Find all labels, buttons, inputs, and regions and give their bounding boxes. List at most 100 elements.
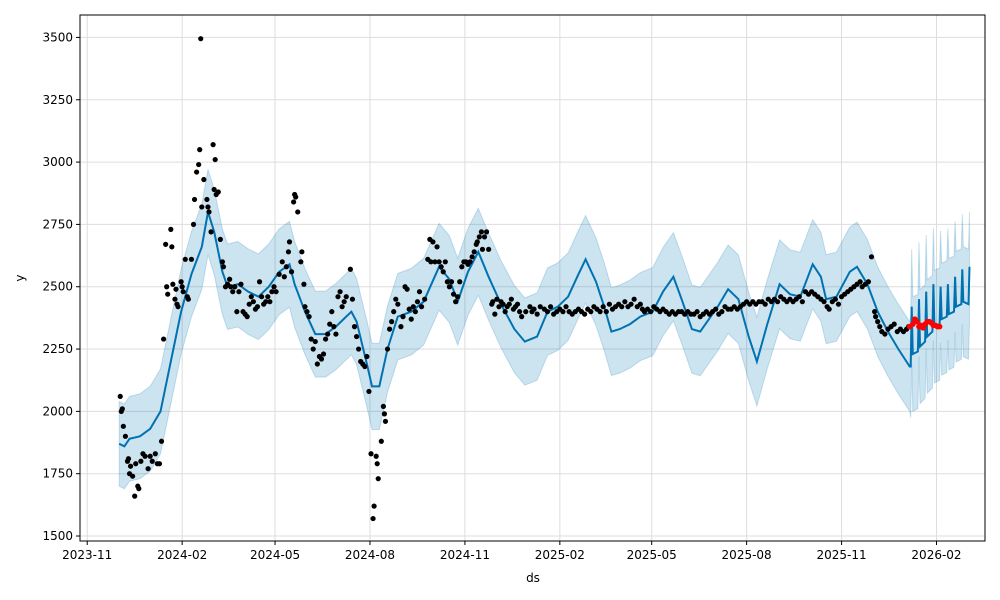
actual-point bbox=[400, 314, 406, 320]
actual-point bbox=[197, 147, 203, 153]
actual-point bbox=[603, 309, 609, 315]
actual-point bbox=[291, 199, 297, 205]
actual-point bbox=[199, 204, 205, 210]
actual-point bbox=[351, 324, 358, 330]
y-axis: 1500 1750 2000 2250 2500 2750 3000 3250 3500 bbox=[42, 30, 80, 543]
actual-point bbox=[382, 418, 389, 424]
actual-point bbox=[527, 304, 533, 310]
actual-point bbox=[434, 244, 440, 250]
actual-point bbox=[208, 229, 214, 235]
actual-point bbox=[145, 466, 151, 472]
actual-point bbox=[269, 289, 275, 295]
x-tick-label: 2025-05 bbox=[627, 548, 677, 562]
actual-point bbox=[832, 296, 838, 302]
actual-point bbox=[271, 284, 277, 290]
actual-point bbox=[306, 314, 312, 320]
actual-point bbox=[826, 306, 832, 312]
actual-point bbox=[871, 309, 878, 315]
x-tick-label: 2025-02 bbox=[535, 548, 585, 562]
actual-point bbox=[298, 259, 304, 265]
actual-point bbox=[238, 281, 244, 287]
actual-point bbox=[120, 423, 126, 429]
actual-point bbox=[436, 259, 442, 265]
actual-point bbox=[127, 463, 134, 469]
actual-point bbox=[256, 279, 263, 285]
actual-point bbox=[479, 246, 486, 252]
actual-point bbox=[205, 204, 211, 210]
actual-point bbox=[188, 256, 195, 262]
actual-point bbox=[281, 274, 287, 280]
actual-point bbox=[469, 254, 475, 260]
actual-point bbox=[799, 299, 805, 305]
actual-point bbox=[398, 324, 404, 330]
actual-point bbox=[370, 515, 376, 522]
actual-point bbox=[191, 196, 198, 203]
actual-point bbox=[628, 301, 634, 307]
actual-point bbox=[371, 503, 377, 509]
actual-point bbox=[544, 309, 551, 315]
actual-point bbox=[374, 461, 380, 467]
actual-point bbox=[534, 311, 540, 317]
actual-point bbox=[228, 284, 234, 290]
actual-point bbox=[212, 156, 218, 163]
actual-point bbox=[531, 306, 537, 312]
x-tick-label: 2024-05 bbox=[250, 548, 300, 562]
actual-point bbox=[506, 301, 512, 307]
actual-point bbox=[341, 299, 347, 305]
actual-point bbox=[619, 304, 625, 310]
actual-point bbox=[414, 299, 421, 305]
actual-point bbox=[455, 294, 461, 300]
actual-point bbox=[537, 304, 543, 310]
actual-point bbox=[160, 336, 167, 342]
actual-point bbox=[232, 284, 238, 290]
actual-point bbox=[380, 403, 386, 409]
actual-point bbox=[331, 324, 337, 330]
actual-point bbox=[393, 296, 399, 302]
actual-point bbox=[865, 279, 871, 285]
actual-point bbox=[582, 311, 588, 317]
actual-point bbox=[142, 453, 148, 459]
actual-point bbox=[502, 309, 508, 315]
actual-point bbox=[395, 301, 401, 307]
actual-point bbox=[796, 294, 802, 300]
x-tick-label: 2024-02 bbox=[157, 548, 207, 562]
actual-point bbox=[523, 309, 529, 315]
test-point bbox=[936, 323, 943, 330]
actual-point bbox=[308, 336, 314, 342]
actual-point bbox=[418, 304, 425, 310]
actual-point bbox=[517, 309, 523, 315]
actual-point bbox=[156, 461, 163, 467]
actual-point bbox=[158, 438, 165, 444]
actual-point bbox=[762, 301, 768, 307]
actual-point bbox=[322, 336, 329, 342]
actual-point bbox=[442, 259, 448, 265]
actual-point bbox=[173, 286, 179, 292]
actual-point bbox=[265, 294, 271, 300]
actual-point bbox=[234, 309, 240, 315]
actual-point bbox=[406, 306, 412, 312]
actual-point bbox=[588, 309, 594, 315]
actual-point bbox=[490, 299, 496, 305]
actual-point bbox=[304, 309, 310, 315]
x-axis: 2023-11 2024-02 2024-05 2024-08 2024-11 2025-… bbox=[62, 541, 962, 562]
actual-point bbox=[119, 406, 125, 412]
actual-point bbox=[267, 299, 273, 305]
actual-point bbox=[168, 226, 174, 232]
actual-point bbox=[891, 321, 897, 327]
actual-point bbox=[138, 458, 144, 464]
actual-point bbox=[295, 209, 301, 215]
y-tick-label: 3250 bbox=[42, 93, 73, 107]
actual-point bbox=[508, 296, 514, 302]
actual-point bbox=[440, 269, 446, 275]
actual-point bbox=[283, 264, 289, 270]
test-point bbox=[909, 321, 916, 327]
actual-point bbox=[514, 301, 521, 307]
actual-point bbox=[474, 239, 480, 245]
actual-point bbox=[293, 194, 299, 200]
actual-point bbox=[149, 458, 155, 464]
actual-point bbox=[349, 296, 356, 302]
actual-point bbox=[190, 221, 197, 228]
y-tick-label: 3000 bbox=[42, 155, 73, 169]
actual-point bbox=[333, 331, 339, 337]
actual-point bbox=[329, 309, 335, 315]
